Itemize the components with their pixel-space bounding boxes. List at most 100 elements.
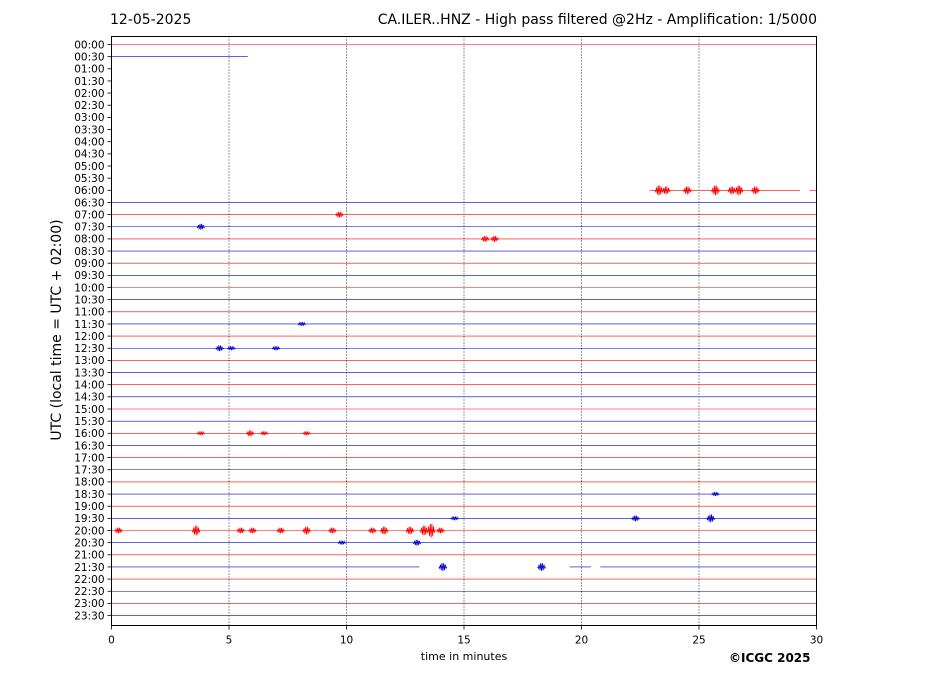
x-tick-label-10: 10 xyxy=(340,635,353,647)
event-07:00-7 xyxy=(335,211,344,218)
y-tick-label-13:00: 13:00 xyxy=(74,355,104,367)
event-06:00-1 xyxy=(661,186,671,195)
x-axis-label: time in minutes xyxy=(420,650,508,663)
event-20:00-34 xyxy=(426,523,436,538)
chart-title: CA.ILER..HNZ - High pass filtered @2Hz -… xyxy=(377,12,817,28)
y-tick-label-11:00: 11:00 xyxy=(74,307,104,319)
y-tick-label-17:30: 17:30 xyxy=(74,465,104,477)
grid-lines xyxy=(228,36,700,626)
event-20:00-28 xyxy=(302,526,311,535)
y-tick-label-14:00: 14:00 xyxy=(74,380,104,392)
y-tick-label-04:00: 04:00 xyxy=(74,137,104,149)
y-tick-label-22:30: 22:30 xyxy=(74,586,104,598)
y-tick-label-05:00: 05:00 xyxy=(74,161,104,173)
y-tick-label-09:30: 09:30 xyxy=(74,270,104,282)
y-tick-label-03:30: 03:30 xyxy=(74,124,104,136)
event-20:30-36 xyxy=(337,540,347,545)
y-tick-label-21:30: 21:30 xyxy=(74,562,104,574)
event-16:00-18 xyxy=(302,430,311,436)
x-tick-label-25: 25 xyxy=(692,635,705,647)
event-19:30-20 xyxy=(450,516,459,521)
event-20:00-30 xyxy=(368,527,377,534)
y-tick-label-23:00: 23:00 xyxy=(74,598,104,610)
event-18:30-19 xyxy=(711,491,720,497)
seismic-events xyxy=(114,185,760,571)
event-06:00-6 xyxy=(751,186,760,195)
y-tick-label-10:00: 10:00 xyxy=(74,282,104,294)
y-tick-label-12:00: 12:00 xyxy=(74,331,104,343)
y-tick-label-18:00: 18:00 xyxy=(74,477,104,489)
y-tick-label-16:30: 16:30 xyxy=(74,440,104,452)
x-tick-label-5: 5 xyxy=(226,635,233,647)
y-tick-label-16:00: 16:00 xyxy=(74,428,104,440)
event-12:30-13 xyxy=(227,345,236,351)
y-tick-label-21:00: 21:00 xyxy=(74,550,104,562)
y-tick-label-00:30: 00:30 xyxy=(74,51,104,63)
x-tick-label-20: 20 xyxy=(575,635,588,647)
y-tick-label-11:30: 11:30 xyxy=(74,319,104,331)
event-06:00-0 xyxy=(654,185,664,196)
y-tick-label-08:00: 08:00 xyxy=(74,234,104,246)
y-tick-label-14:30: 14:30 xyxy=(74,392,104,404)
event-06:00-5 xyxy=(734,185,744,196)
y-tick-label-13:30: 13:30 xyxy=(74,367,104,379)
x-ticks: 0 5 10 15 20 25 30 xyxy=(108,625,823,647)
event-20:00-29 xyxy=(328,527,337,534)
event-08:00-9 xyxy=(480,235,490,242)
event-20:00-33 xyxy=(419,525,429,536)
y-tick-label-23:30: 23:30 xyxy=(74,610,104,622)
y-tick-label-06:00: 06:00 xyxy=(74,185,104,197)
y-tick-label-15:30: 15:30 xyxy=(74,416,104,428)
event-20:00-26 xyxy=(248,527,257,534)
y-tick-label-17:00: 17:00 xyxy=(74,452,104,464)
y-tick-label-20:30: 20:30 xyxy=(74,537,104,549)
x-tick-label-15: 15 xyxy=(457,635,470,647)
y-tick-label-19:30: 19:30 xyxy=(74,513,104,525)
y-ticks: 00:0000:3001:0001:3002:0002:3003:0003:30… xyxy=(74,39,112,622)
y-tick-label-15:00: 15:00 xyxy=(74,404,104,416)
y-tick-label-22:00: 22:00 xyxy=(74,574,104,586)
event-07:30-8 xyxy=(196,223,206,230)
y-tick-label-05:30: 05:30 xyxy=(74,173,104,185)
event-11:30-11 xyxy=(297,321,307,327)
y-tick-label-03:00: 03:00 xyxy=(74,112,104,124)
y-tick-label-20:00: 20:00 xyxy=(74,525,104,537)
event-20:00-25 xyxy=(236,527,246,534)
event-16:00-15 xyxy=(196,430,206,436)
event-20:00-32 xyxy=(405,526,415,535)
event-20:00-35 xyxy=(436,527,445,534)
y-tick-label-04:30: 04:30 xyxy=(74,149,104,161)
y-tick-label-06:30: 06:30 xyxy=(74,197,104,209)
y-tick-label-00:00: 00:00 xyxy=(74,39,104,51)
y-tick-label-09:00: 09:00 xyxy=(74,258,104,270)
y-tick-label-10:30: 10:30 xyxy=(74,294,104,306)
y-tick-label-19:00: 19:00 xyxy=(74,501,104,513)
x-tick-label-30: 30 xyxy=(810,635,823,647)
y-tick-label-08:30: 08:30 xyxy=(74,246,104,258)
event-12:30-12 xyxy=(215,345,224,352)
event-16:00-17 xyxy=(260,430,269,436)
event-19:30-22 xyxy=(706,514,716,523)
y-tick-label-01:30: 01:30 xyxy=(74,76,104,88)
event-19:30-21 xyxy=(631,515,640,522)
y-tick-label-07:30: 07:30 xyxy=(74,222,104,234)
y-tick-label-18:30: 18:30 xyxy=(74,489,104,501)
event-06:00-3 xyxy=(711,185,720,196)
event-21:30-38 xyxy=(438,563,448,571)
event-08:00-10 xyxy=(490,235,499,242)
event-06:00-2 xyxy=(682,186,692,195)
event-20:00-27 xyxy=(276,527,286,534)
event-21:30-39 xyxy=(537,563,546,571)
event-06:00-4 xyxy=(727,186,737,195)
event-20:30-37 xyxy=(412,539,422,546)
x-tick-label-0: 0 xyxy=(108,635,115,647)
y-tick-label-07:00: 07:00 xyxy=(74,209,104,221)
event-20:00-24 xyxy=(191,525,201,536)
event-16:00-16 xyxy=(245,430,255,437)
y-tick-label-02:00: 02:00 xyxy=(74,88,104,100)
event-20:00-23 xyxy=(114,527,123,534)
trace-lines xyxy=(111,44,817,616)
y-tick-label-01:00: 01:00 xyxy=(74,64,104,76)
y-tick-label-02:30: 02:30 xyxy=(74,100,104,112)
